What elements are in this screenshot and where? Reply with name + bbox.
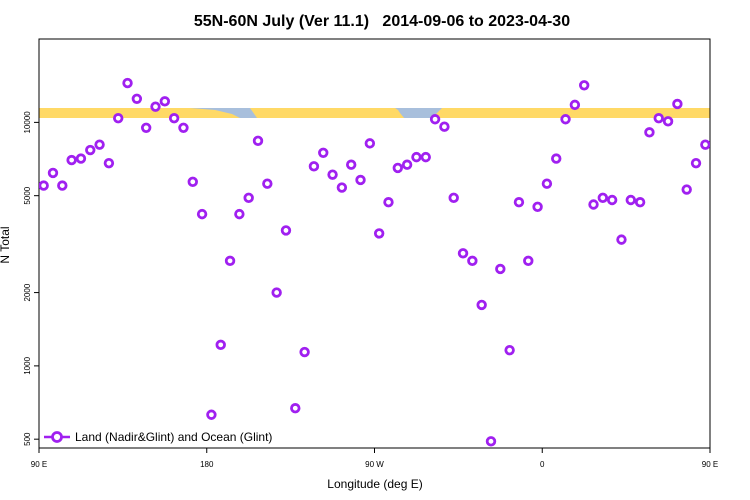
data-point — [140, 122, 152, 134]
data-point — [224, 255, 236, 267]
data-point — [588, 199, 599, 210]
data-point — [75, 153, 87, 164]
data-point — [113, 113, 124, 124]
y-tick-label: 5000 — [23, 186, 32, 204]
legend: Land (Nadir&Glint) and Ocean (Glint) — [44, 430, 272, 444]
data-point — [392, 162, 403, 174]
data-point — [103, 157, 115, 169]
data-point — [411, 151, 422, 163]
data-point — [467, 255, 478, 267]
legend-marker — [51, 431, 63, 443]
data-point — [448, 192, 459, 204]
data-point — [327, 169, 338, 180]
data-point — [439, 121, 450, 132]
data-point — [513, 197, 525, 208]
data-point — [364, 138, 376, 149]
data-point — [318, 147, 329, 159]
y-tick-label: 2000 — [23, 283, 32, 301]
data-point — [85, 144, 96, 156]
data-point — [690, 157, 702, 169]
axes: 90 E 180 90 W 0 90 E 500 1000 2000 5000 10000 — [23, 111, 718, 469]
data-point — [420, 151, 431, 163]
data-point — [560, 114, 571, 125]
x-tick-label: 180 — [200, 460, 214, 469]
data-point — [271, 287, 282, 298]
data-point — [504, 344, 515, 356]
data-point — [551, 153, 562, 164]
y-tick-label: 1000 — [23, 356, 32, 374]
data-point — [616, 234, 627, 245]
data-point — [476, 299, 487, 311]
x-tick-label: 90 E — [702, 460, 718, 469]
data-point — [206, 409, 217, 420]
data-point — [644, 127, 655, 138]
data-point — [383, 197, 394, 208]
data-point — [373, 228, 385, 239]
data-point — [578, 80, 590, 91]
data-point — [66, 154, 77, 166]
data-point — [532, 201, 543, 213]
data-point — [662, 116, 674, 127]
x-tick-label: 90 W — [365, 460, 384, 469]
x-tick-label: 0 — [540, 460, 545, 469]
x-tick-label: 90 E — [31, 460, 47, 469]
y-tick-label: 10000 — [23, 111, 32, 134]
data-point — [234, 208, 245, 220]
data-point — [569, 99, 581, 111]
data-point — [290, 403, 301, 414]
data-point — [262, 178, 273, 189]
data-point — [187, 176, 198, 188]
data-point — [299, 346, 310, 358]
data-point — [94, 139, 105, 150]
data-point — [57, 180, 68, 191]
data-point — [336, 182, 348, 193]
data-point — [47, 167, 59, 179]
data-points — [39, 77, 710, 447]
data-point — [252, 135, 264, 147]
data-point — [243, 192, 254, 204]
data-point — [495, 263, 506, 275]
data-point — [523, 255, 534, 267]
data-point — [700, 139, 710, 150]
land-band-asia — [39, 108, 240, 118]
data-point — [606, 194, 618, 206]
data-point — [178, 122, 189, 134]
data-point — [131, 93, 143, 104]
data-point — [346, 159, 357, 170]
data-point — [159, 96, 171, 107]
y-tick-label: 500 — [23, 432, 32, 446]
data-point — [429, 114, 441, 125]
chart-title: 55N-60N July (Ver 11.1) 2014-09-06 to 20… — [194, 13, 570, 30]
x-axis-label: Longitude (deg E) — [327, 477, 422, 491]
data-point — [485, 436, 497, 447]
data-point — [308, 161, 320, 172]
land-ocean-strip — [39, 108, 710, 118]
data-point — [457, 248, 469, 259]
data-point — [541, 178, 553, 189]
data-point — [653, 113, 664, 124]
data-point — [625, 194, 636, 206]
data-point — [215, 339, 226, 351]
data-point — [672, 98, 683, 110]
y-axis-label: N Total — [0, 226, 12, 263]
data-point — [39, 180, 49, 191]
data-point — [355, 174, 366, 186]
legend-label: Land (Nadir&Glint) and Ocean (Glint) — [75, 430, 272, 444]
data-point — [168, 113, 180, 124]
data-point — [280, 225, 292, 236]
land-band-north-america-right — [250, 108, 404, 118]
data-point — [634, 197, 646, 208]
data-point — [122, 77, 133, 89]
land-band-europe — [432, 108, 710, 118]
data-point — [681, 184, 692, 195]
data-point — [150, 101, 161, 112]
data-point — [196, 208, 208, 220]
data-point — [401, 159, 413, 170]
data-point — [597, 192, 609, 204]
